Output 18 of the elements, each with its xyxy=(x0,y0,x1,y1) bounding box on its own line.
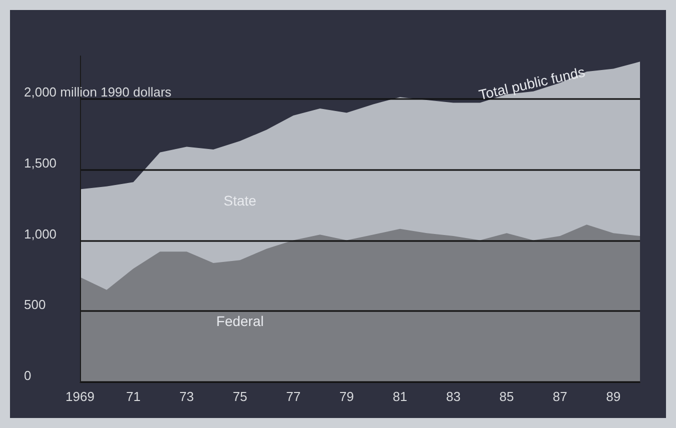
y-tick-label: 500 xyxy=(24,297,46,312)
x-tick-label: 87 xyxy=(552,389,568,404)
x-tick-label: 75 xyxy=(232,389,248,404)
x-tick-label: 77 xyxy=(286,389,301,404)
y-tick-label: 2,000 million 1990 dollars xyxy=(24,84,172,100)
y-tick-label: 0 xyxy=(24,368,32,383)
x-tick-label: 1969 xyxy=(66,389,94,404)
x-tick-label: 85 xyxy=(499,389,514,404)
x-tick-label: 73 xyxy=(179,389,194,404)
x-tick-label: 83 xyxy=(446,389,461,404)
x-tick-label: 89 xyxy=(606,389,621,404)
y-tick-label: 1,500 xyxy=(24,155,57,170)
x-tick-label: 71 xyxy=(126,389,141,404)
series-label: Federal xyxy=(216,313,264,330)
x-tick-label: 81 xyxy=(392,389,408,404)
x-tick-label: 79 xyxy=(339,389,354,404)
annotation: Total public funds xyxy=(477,64,586,103)
y-tick-label: 1,000 xyxy=(24,226,57,242)
